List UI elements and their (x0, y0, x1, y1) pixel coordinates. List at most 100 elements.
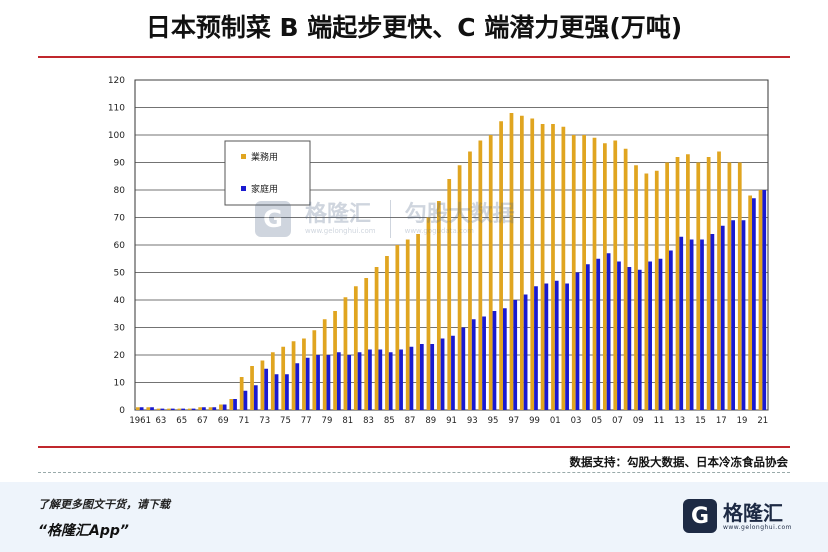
x-tick-label: 1961 (129, 416, 151, 426)
bar-business (748, 195, 753, 410)
bar-business (582, 135, 586, 410)
y-tick-label: 100 (108, 131, 125, 141)
bar-business (613, 140, 618, 410)
bar-business (187, 408, 192, 410)
bar-home (544, 283, 549, 410)
bar-business (208, 407, 213, 410)
y-tick-label: 0 (119, 406, 125, 416)
x-tick-label: 19 (737, 416, 748, 426)
x-tick-label: 95 (488, 416, 499, 426)
bar-home (253, 385, 258, 410)
logo-url: www.gelonghui.com (722, 523, 792, 531)
x-tick-label: 63 (156, 416, 167, 426)
x-tick-label: 05 (591, 416, 602, 426)
bar-home (305, 357, 310, 410)
bar-home (627, 267, 632, 410)
bar-business (302, 338, 306, 410)
bar-home (440, 338, 445, 410)
bar-home (710, 234, 715, 410)
bar-business (665, 162, 670, 410)
legend-label-home: 家庭用 (251, 183, 278, 195)
x-tick-label: 11 (654, 416, 665, 426)
bar-business (551, 124, 555, 410)
bar-business (706, 157, 711, 410)
bar-business (239, 377, 244, 410)
bar-business (270, 352, 275, 410)
bar-home (492, 311, 497, 410)
bar-home (368, 349, 372, 410)
bar-home (585, 264, 590, 410)
bar-home (233, 399, 237, 410)
y-tick-label: 40 (114, 296, 126, 306)
bar-home (316, 355, 320, 410)
bar-business (758, 190, 763, 410)
bar-business (333, 311, 337, 410)
y-tick-label: 50 (114, 269, 126, 279)
bar-business (416, 234, 420, 410)
bar-home (139, 407, 144, 410)
bar-home (606, 253, 611, 410)
bar-home (565, 283, 569, 410)
bar-home (700, 239, 704, 410)
bar-business (530, 118, 535, 410)
bar-home (378, 349, 383, 410)
bar-home (285, 374, 289, 410)
bar-business (312, 330, 317, 410)
x-tick-label: 07 (612, 416, 623, 426)
x-tick-label: 91 (446, 416, 457, 426)
bar-business (717, 151, 721, 410)
bar-home (471, 319, 476, 410)
bar-business (727, 162, 732, 410)
dotted-divider (38, 472, 790, 473)
bar-business (519, 115, 524, 410)
bar-business (260, 360, 265, 410)
bar-business (343, 297, 348, 410)
bar-home (243, 390, 248, 410)
y-tick-label: 70 (114, 214, 126, 224)
bar-business (136, 407, 140, 410)
bar-business (374, 267, 379, 410)
bar-business (167, 408, 171, 410)
x-tick-label: 65 (176, 416, 187, 426)
logo-text: 格隆汇 (722, 500, 783, 525)
bar-business (675, 157, 680, 410)
y-tick-label: 20 (114, 351, 126, 361)
bar-home (637, 269, 642, 410)
bar-home (181, 408, 186, 410)
legend (224, 140, 311, 206)
bar-home (222, 404, 227, 410)
bar-home (523, 294, 528, 410)
bar-home (617, 261, 621, 410)
bar-home (347, 355, 352, 410)
bar-business (426, 217, 431, 410)
bar-business (696, 162, 701, 410)
footer-app-name: “格隆汇App” (38, 523, 129, 539)
y-tick-label: 110 (108, 104, 125, 114)
top-divider (38, 56, 790, 58)
bar-home (752, 198, 756, 410)
bar-business (447, 179, 452, 410)
bar-home (357, 352, 362, 410)
x-tick-label: 83 (363, 416, 374, 426)
x-tick-label: 87 (405, 416, 416, 426)
bar-business (561, 126, 566, 410)
x-tick-label: 67 (197, 416, 208, 426)
bar-home (596, 258, 601, 410)
bar-business (509, 113, 514, 410)
bar-business (229, 399, 234, 410)
bar-business (146, 407, 151, 410)
bar-home (150, 407, 154, 410)
x-tick-label: 75 (280, 416, 291, 426)
bar-home (430, 344, 435, 410)
bar-home (419, 344, 424, 410)
x-tick-label: 77 (301, 416, 312, 426)
x-tick-label: 71 (239, 416, 250, 426)
bar-home (741, 220, 746, 410)
bar-home (202, 407, 206, 410)
x-tick-label: 93 (467, 416, 478, 426)
bar-home (461, 327, 466, 410)
bar-home (212, 407, 217, 410)
bar-business (468, 151, 472, 410)
bar-business (686, 154, 690, 410)
bar-business (623, 148, 628, 410)
